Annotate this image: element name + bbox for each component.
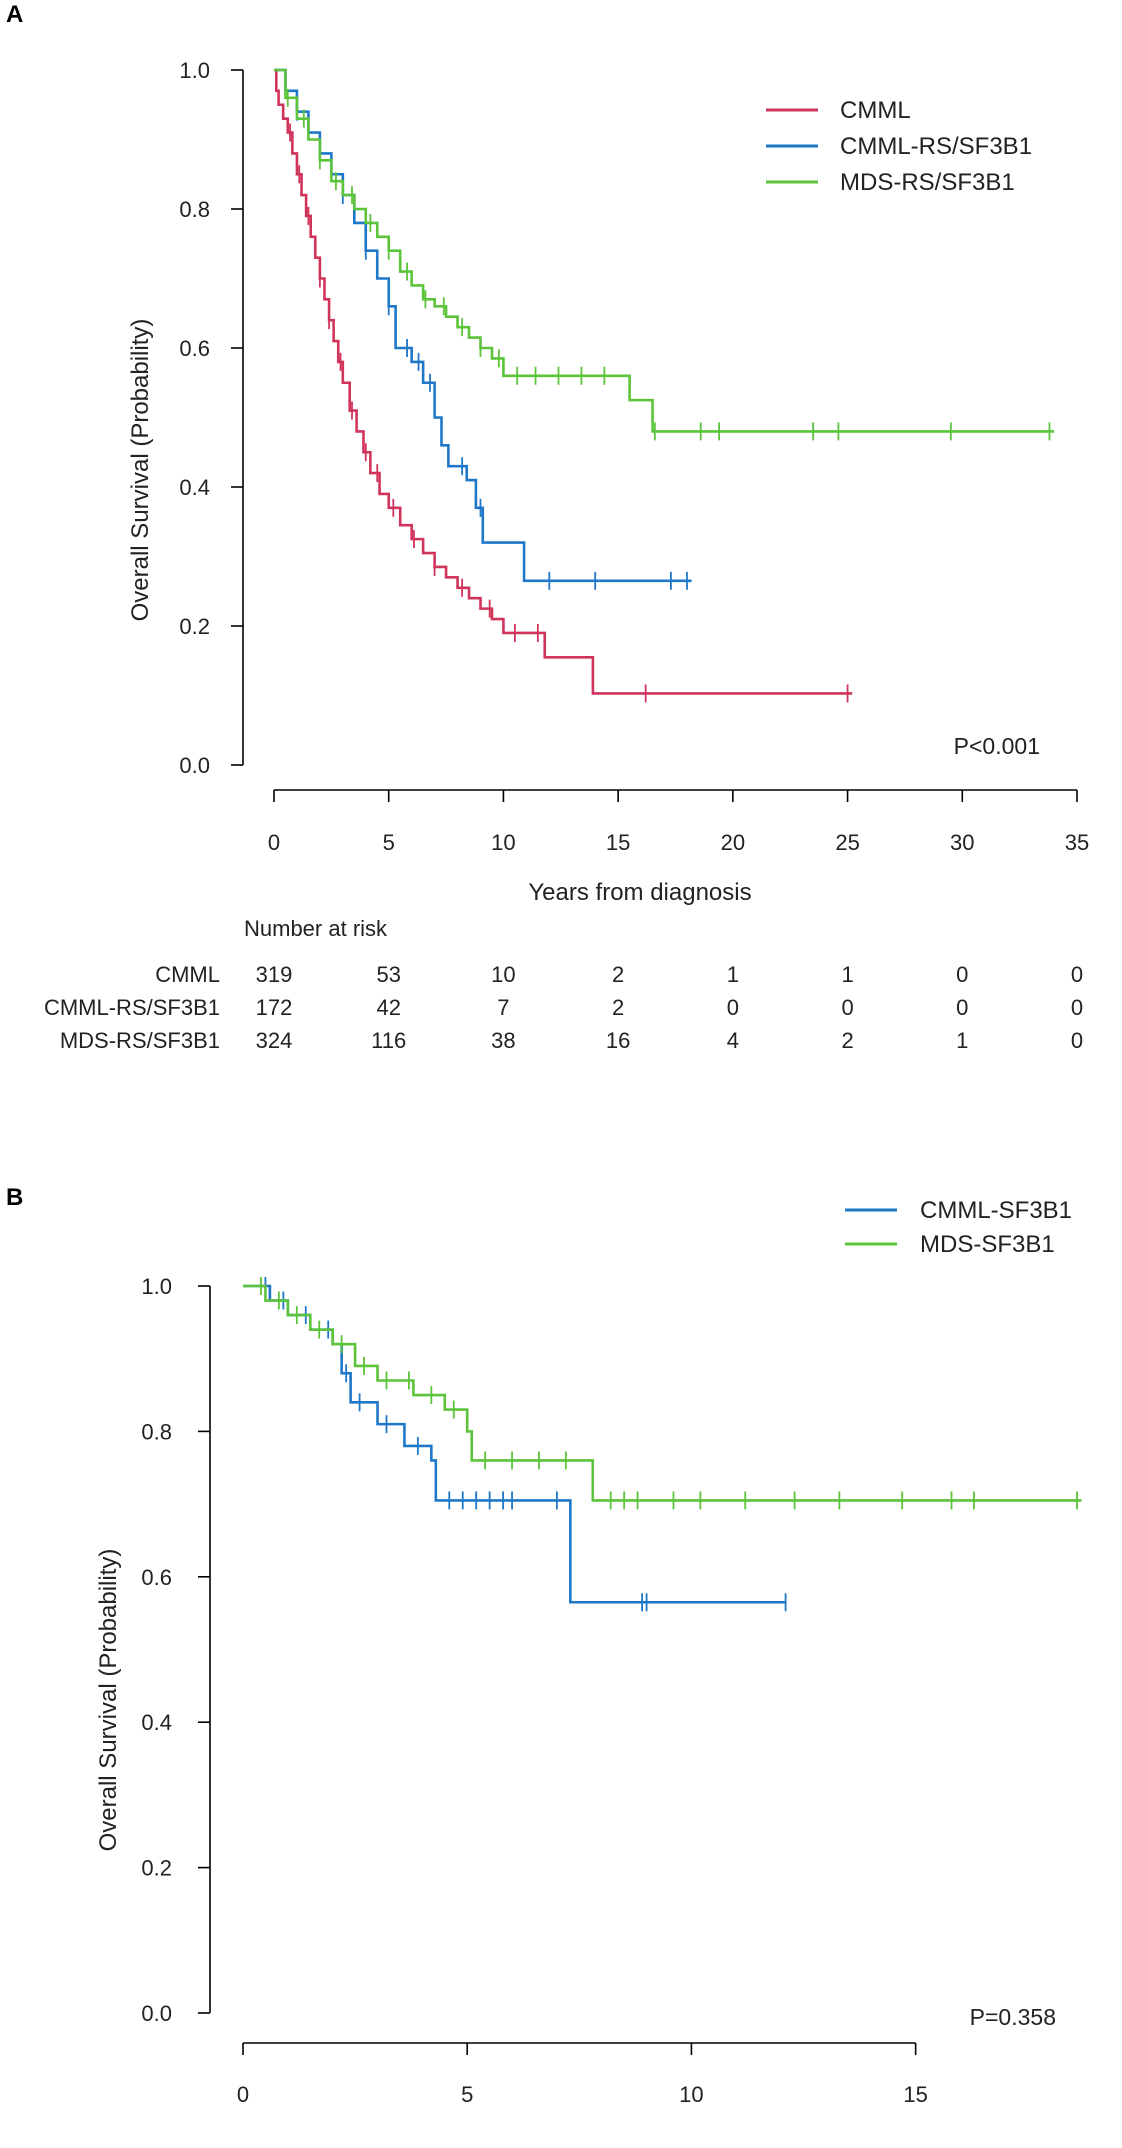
y-tick-label: 0.0 xyxy=(141,2001,172,2026)
x-tick-label: 15 xyxy=(606,830,630,855)
panel-a-legend: CMML CMML-RS/SF3B1 MDS-RS/SF3B1 xyxy=(766,97,1032,196)
x-tick-label: 10 xyxy=(679,2082,703,2107)
panel-b-curves xyxy=(243,1277,1082,1612)
panel-b-y-axis-title: Overall Survival (Probability) xyxy=(95,1549,122,1852)
number-at-risk-title: Number at risk xyxy=(244,916,388,941)
panel-b: B 0.0 0.2 0.4 0.6 0.8 1.0 0 5 10 15 CMML-SF3B1 MDS… xyxy=(6,1184,1082,2107)
panel-a: A 0.00.20.40.60.81.00 5 10 15 20 25 30 35 CMMLC… xyxy=(6,1,1089,1053)
risk-row-label-cmml-rs-sf3b1: CMML-RS/SF3B1 xyxy=(44,995,220,1020)
legend-label-cmml: CMML xyxy=(840,97,911,124)
panel-a-p-value: P<0.001 xyxy=(954,733,1040,759)
risk-count-cmml-rs-sf3b1: 172 xyxy=(256,995,293,1020)
risk-count-cmml: 2 xyxy=(612,962,624,987)
risk-count-cmml-rs-sf3b1: 0 xyxy=(1071,995,1083,1020)
risk-count-cmml-rs-sf3b1: 0 xyxy=(727,995,739,1020)
y-tick-label: 1.0 xyxy=(179,58,210,83)
x-tick-label: 20 xyxy=(721,830,745,855)
panel-b-legend: CMML-SF3B1 MDS-SF3B1 xyxy=(845,1197,1072,1258)
risk-count-cmml: 53 xyxy=(376,962,400,987)
risk-count-mds-rs-sf3b1: 2 xyxy=(841,1028,853,1053)
x-tick-label: 30 xyxy=(950,830,974,855)
panel-label-b: B xyxy=(6,1184,23,1211)
panel-a-y-axis-title: Overall Survival (Probability) xyxy=(127,319,154,622)
x-tick-label: 15 xyxy=(903,2082,927,2107)
risk-count-mds-rs-sf3b1: 1 xyxy=(956,1028,968,1053)
risk-count-cmml: 1 xyxy=(727,962,739,987)
risk-count-cmml: 0 xyxy=(956,962,968,987)
risk-count-mds-rs-sf3b1: 116 xyxy=(371,1028,406,1053)
risk-count-cmml-rs-sf3b1: 0 xyxy=(956,995,968,1020)
risk-count-cmml-rs-sf3b1: 7 xyxy=(497,995,509,1020)
survival-curve-cmml xyxy=(274,68,853,695)
risk-count-cmml: 10 xyxy=(491,962,515,987)
y-tick-label: 0.6 xyxy=(179,336,210,361)
legend-label-cmml-sf3b1: CMML-SF3B1 xyxy=(920,1197,1072,1224)
x-tick-label: 25 xyxy=(835,830,859,855)
x-tick-label: 5 xyxy=(383,830,395,855)
x-tick-label: 10 xyxy=(491,830,515,855)
y-tick-label: 0.0 xyxy=(179,753,210,778)
risk-count-mds-rs-sf3b1: 38 xyxy=(491,1028,515,1053)
survival-curve-cmml-sf3b1 xyxy=(243,1284,786,1604)
panel-b-p-value: P=0.358 xyxy=(970,2004,1056,2030)
legend-label-mds-rs-sf3b1: MDS-RS/SF3B1 xyxy=(840,169,1015,196)
y-tick-label: 1.0 xyxy=(141,1274,172,1299)
x-tick-label: 0 xyxy=(237,2082,249,2107)
panel-a-curves xyxy=(274,68,1055,703)
risk-count-cmml-rs-sf3b1: 42 xyxy=(376,995,400,1020)
x-tick-label: 0 xyxy=(268,830,280,855)
legend-label-cmml-rs-sf3b1: CMML-RS/SF3B1 xyxy=(840,133,1032,160)
legend-label-mds-sf3b1: MDS-SF3B1 xyxy=(920,1231,1055,1258)
risk-count-mds-rs-sf3b1: 0 xyxy=(1071,1028,1083,1053)
y-tick-label: 0.6 xyxy=(141,1565,172,1590)
risk-count-mds-rs-sf3b1: 4 xyxy=(727,1028,739,1053)
y-tick-label: 0.8 xyxy=(141,1419,172,1444)
risk-count-cmml: 1 xyxy=(841,962,853,987)
panel-label-a: A xyxy=(6,1,23,28)
risk-row-label-cmml: CMML xyxy=(155,962,220,987)
panel-a-axes: 0.0 0.2 0.4 0.6 0.8 1.0 0 5 10 15 20 25 30 35 xyxy=(179,58,1089,855)
survival-curve-mds-sf3b1 xyxy=(243,1284,1082,1502)
survival-curve-cmml-rs-sf3b1 xyxy=(274,68,692,583)
y-tick-label: 0.2 xyxy=(141,1856,172,1881)
risk-count-cmml-rs-sf3b1: 0 xyxy=(841,995,853,1020)
risk-count-mds-rs-sf3b1: 16 xyxy=(606,1028,630,1053)
risk-count-cmml-rs-sf3b1: 2 xyxy=(612,995,624,1020)
survival-curve-mds-rs-sf3b1 xyxy=(274,68,1055,433)
y-tick-label: 0.8 xyxy=(179,197,210,222)
panel-b-axes: 0.0 0.2 0.4 0.6 0.8 1.0 0 5 10 15 xyxy=(141,1274,927,2107)
risk-count-cmml: 0 xyxy=(1071,962,1083,987)
x-tick-label: 5 xyxy=(461,2082,473,2107)
y-tick-label: 0.4 xyxy=(179,475,210,500)
y-tick-label: 0.4 xyxy=(141,1710,172,1735)
risk-count-cmml: 319 xyxy=(256,962,293,987)
number-at-risk-table: Number at risk CMML 319 53 10 2 1 1 0 0CMML-RS/S… xyxy=(44,916,1083,1053)
panel-a-x-axis-title: Years from diagnosis xyxy=(528,879,751,906)
risk-row-label-mds-rs-sf3b1: MDS-RS/SF3B1 xyxy=(60,1028,220,1053)
risk-count-mds-rs-sf3b1: 324 xyxy=(256,1028,293,1053)
y-tick-label: 0.2 xyxy=(179,614,210,639)
x-tick-label: 35 xyxy=(1065,830,1089,855)
